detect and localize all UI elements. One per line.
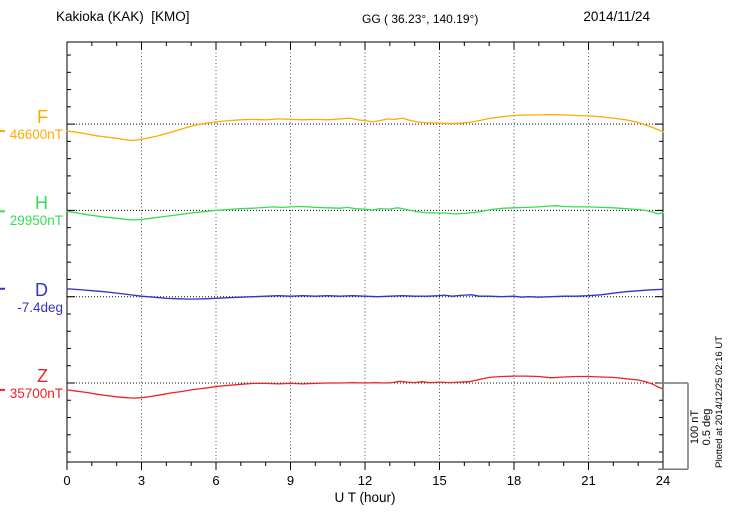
x-tick-label-6: 6	[212, 473, 219, 488]
trace-D	[66, 288, 664, 300]
x-tick-label-3: 3	[138, 473, 145, 488]
channel-base-value-Z: 35700nT	[9, 386, 63, 401]
plot-date: 2014/11/24	[583, 9, 650, 24]
grid-layer	[67, 42, 663, 462]
channel-base-value-D: -7.4deg	[17, 299, 63, 315]
trace-layer	[0, 113, 664, 399]
channel-letter-D: D	[35, 279, 48, 300]
x-tick-label-18: 18	[507, 473, 521, 488]
scale-bar-nt-label: 100 nT	[689, 410, 701, 445]
x-tick-label-21: 21	[581, 473, 595, 488]
x-tick-label-15: 15	[432, 473, 446, 488]
x-axis-labels: 0 3 6 9 12 15 18 21 24	[63, 473, 670, 488]
trace-Z	[66, 375, 664, 399]
trace-F	[66, 113, 664, 142]
trace-H	[66, 205, 664, 221]
channel-letter-Z: Z	[37, 366, 48, 386]
channel-base-value-H: 29950nT	[9, 213, 63, 229]
geo-coordinates: GG ( 36.23°, 140.19°)	[362, 12, 479, 26]
x-tick-label-9: 9	[287, 473, 294, 488]
plotted-at-note: Plotted at 2014/12/25 02:16 UT	[714, 336, 725, 468]
scale-bar-deg-label: 0.5 deg	[701, 409, 713, 446]
x-tick-label-12: 12	[358, 473, 372, 488]
channel-base-value-F: 46600nT	[9, 127, 63, 143]
channel-letter-F: F	[37, 107, 48, 128]
x-tick-label-0: 0	[63, 473, 70, 488]
channel-letter-H: H	[35, 193, 48, 214]
x-tick-label-24: 24	[656, 473, 670, 488]
station-title: Kakioka (KAK) [KMO]	[56, 9, 190, 24]
x-axis-title: U T (hour)	[334, 490, 395, 505]
axis-layer	[66, 41, 689, 471]
